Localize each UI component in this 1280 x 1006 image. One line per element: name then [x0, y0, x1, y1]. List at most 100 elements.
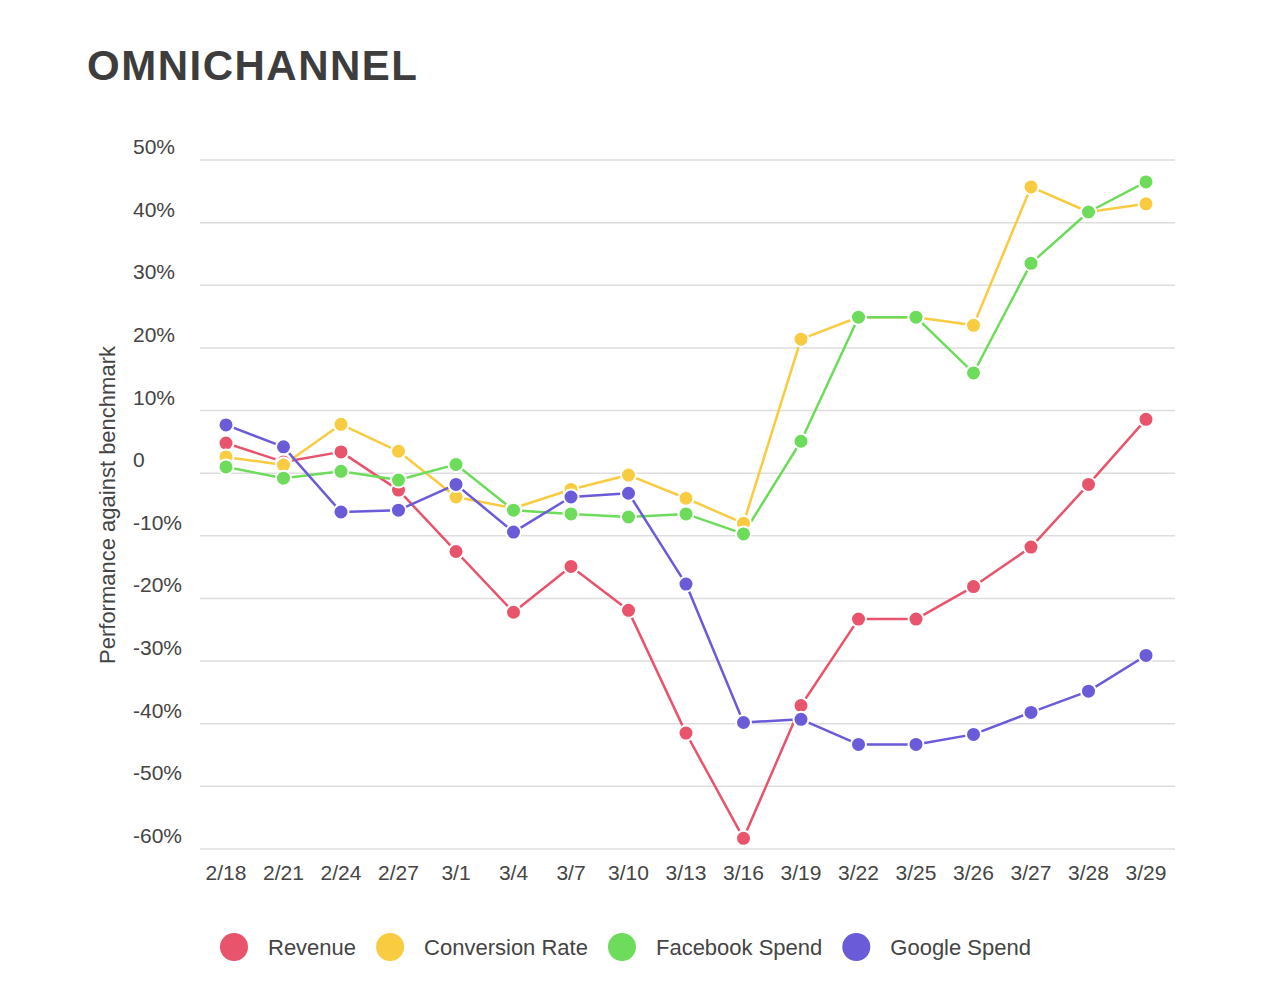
- point: [621, 510, 636, 525]
- x-tick-label: 3/4: [499, 861, 529, 884]
- point: [966, 579, 981, 594]
- grid-line: [200, 159, 1175, 161]
- legend-swatch: [220, 933, 248, 961]
- legend-label: Facebook Spend: [656, 935, 822, 960]
- point: [851, 310, 866, 325]
- point: [736, 526, 751, 541]
- x-tick-label: 2/24: [321, 861, 362, 884]
- point: [679, 577, 694, 592]
- point: [1139, 174, 1154, 189]
- x-tick-label: 3/13: [666, 861, 707, 884]
- y-tick-label: 30%: [133, 260, 175, 283]
- legend-label: Conversion Rate: [424, 935, 588, 960]
- x-tick-label: 3/7: [556, 861, 585, 884]
- grid-line: [200, 347, 1175, 349]
- point: [334, 444, 349, 459]
- y-tick-label: -50%: [133, 761, 182, 784]
- point: [679, 506, 694, 521]
- point: [851, 612, 866, 627]
- series-line: [226, 187, 1146, 523]
- point: [679, 726, 694, 741]
- series-line: [226, 425, 1146, 744]
- x-tick-label: 2/18: [206, 861, 247, 884]
- grid-line: [200, 723, 1175, 725]
- point: [794, 332, 809, 347]
- y-tick-label: -20%: [133, 573, 182, 596]
- x-tick-label: 3/19: [781, 861, 822, 884]
- point: [219, 459, 234, 474]
- x-tick-label: 3/10: [608, 861, 649, 884]
- point: [276, 471, 291, 486]
- x-tick-label: 3/29: [1126, 861, 1167, 884]
- chart: OMNICHANNEL Performance against benchmark…: [0, 0, 1280, 1006]
- point: [334, 417, 349, 432]
- grid-line: [200, 410, 1175, 412]
- point: [1081, 204, 1096, 219]
- point: [391, 503, 406, 518]
- y-tick-label: -60%: [133, 824, 182, 847]
- y-axis-label: Performance against benchmark: [95, 345, 120, 664]
- point: [506, 503, 521, 518]
- x-tick-label: 3/16: [723, 861, 764, 884]
- point: [851, 737, 866, 752]
- grid-line: [200, 786, 1175, 788]
- point: [621, 468, 636, 483]
- x-tick-label: 3/1: [441, 861, 470, 884]
- grid-line: [200, 222, 1175, 224]
- point: [966, 727, 981, 742]
- point: [851, 310, 866, 325]
- point: [1081, 204, 1096, 219]
- point: [909, 310, 924, 325]
- x-tick-label: 2/21: [263, 861, 304, 884]
- x-tick-label: 3/28: [1068, 861, 1109, 884]
- point: [276, 439, 291, 454]
- point: [391, 444, 406, 459]
- point: [334, 464, 349, 479]
- point: [1081, 684, 1096, 699]
- point: [909, 737, 924, 752]
- point: [1024, 179, 1039, 194]
- point: [564, 506, 579, 521]
- point: [679, 491, 694, 506]
- legend-swatch: [608, 933, 636, 961]
- point: [391, 473, 406, 488]
- point: [449, 544, 464, 559]
- grid-line: [200, 848, 1175, 850]
- point: [1024, 705, 1039, 720]
- y-tick-label: 10%: [133, 386, 175, 409]
- point: [621, 486, 636, 501]
- y-tick-label: -40%: [133, 699, 182, 722]
- point: [1139, 196, 1154, 211]
- y-tick-label: 0: [133, 448, 145, 471]
- y-tick-label: 50%: [133, 135, 175, 158]
- plot-area: [219, 174, 1154, 845]
- grid-line: [200, 598, 1175, 600]
- y-tick-label: 20%: [133, 323, 175, 346]
- title: OMNICHANNEL: [87, 42, 418, 89]
- x-tick-label: 3/22: [838, 861, 879, 884]
- point: [794, 698, 809, 713]
- point: [736, 831, 751, 846]
- point: [736, 715, 751, 730]
- point: [564, 489, 579, 504]
- point: [334, 505, 349, 520]
- y-tick-label: 40%: [133, 198, 175, 221]
- x-tick-label: 3/26: [953, 861, 994, 884]
- point: [449, 477, 464, 492]
- grid-line: [200, 535, 1175, 537]
- y-tick-label: -10%: [133, 511, 182, 534]
- point: [794, 434, 809, 449]
- legend-label: Revenue: [268, 935, 356, 960]
- legend-swatch: [842, 933, 870, 961]
- point: [506, 605, 521, 620]
- legend-label: Google Spend: [890, 935, 1031, 960]
- series-line: [226, 182, 1146, 534]
- grid-line: [200, 660, 1175, 662]
- point: [219, 417, 234, 432]
- point: [449, 457, 464, 472]
- x-tick-label: 3/25: [896, 861, 937, 884]
- point: [794, 712, 809, 727]
- grid-line: [200, 285, 1175, 287]
- x-tick-label: 2/27: [378, 861, 419, 884]
- y-tick-label: -30%: [133, 636, 182, 659]
